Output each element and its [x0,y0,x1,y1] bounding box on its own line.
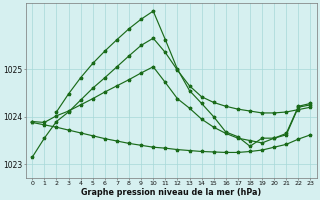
X-axis label: Graphe pression niveau de la mer (hPa): Graphe pression niveau de la mer (hPa) [81,188,261,197]
